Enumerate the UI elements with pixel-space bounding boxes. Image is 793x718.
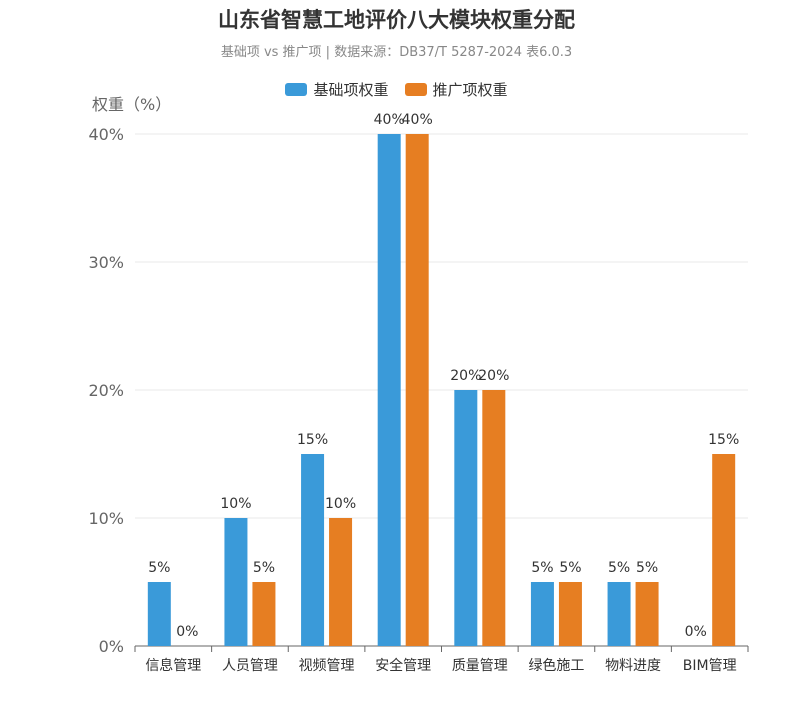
legend-item-promo[interactable]: 推广项权重 [404,79,508,100]
bar-basic [454,390,478,646]
bar-promo [405,134,429,646]
legend-label-basic: 基础项权重 [313,81,389,99]
data-label: 0% [176,624,198,640]
y-axis-label: 权重（%） [92,95,172,114]
bar-basic [147,582,171,646]
x-tick-label: BIM管理 [683,658,737,674]
legend-item-basic[interactable]: 基础项权重 [285,79,389,100]
bar-promo [635,582,659,646]
y-tick-label: 40% [88,125,124,144]
data-label: 0% [685,624,707,640]
bar-basic [607,582,631,646]
bar-basic [530,582,554,646]
bar-promo [329,518,353,646]
legend-swatch-promo [404,83,427,96]
data-label: 15% [297,432,328,448]
data-label: 5% [531,560,553,576]
data-label: 10% [220,496,251,512]
data-label: 10% [325,496,356,512]
data-label: 20% [450,368,481,384]
x-tick-label: 人员管理 [222,658,278,674]
x-tick-label: 视频管理 [299,658,355,674]
chart-subtitle: 基础项 vs 推广项 | 数据来源：DB37/T 5287-2024 表6.0.… [220,45,573,60]
x-tick-label: 质量管理 [452,658,508,674]
data-label: 15% [708,432,739,448]
x-tick-label: 绿色施工 [528,657,584,674]
legend-swatch-basic [285,83,308,96]
bar-basic [377,134,401,646]
x-tick-label: 信息管理 [145,657,201,674]
x-tick-label: 安全管理 [375,657,431,674]
bar-basic [224,518,248,646]
y-tick-label: 30% [88,253,124,272]
y-tick-label: 20% [88,381,124,400]
legend-label-promo: 推广项权重 [432,81,508,99]
data-label: 5% [608,560,630,576]
data-label: 5% [148,560,170,576]
data-label: 40% [374,112,405,128]
chart-title: 山东省智慧工地评价八大模块权重分配 [218,8,575,32]
bar-promo [712,454,736,646]
data-label: 5% [559,560,581,576]
bar-basic [301,454,325,646]
y-tick-label: 10% [88,509,124,528]
legend: 基础项权重 推广项权重 [0,79,793,100]
data-label: 20% [478,368,509,384]
x-tick-label: 物料进度 [605,658,661,674]
y-tick-label: 0% [99,637,124,656]
bar-promo [252,582,276,646]
data-label: 5% [636,560,658,576]
data-label: 5% [253,560,275,576]
data-label: 40% [402,112,433,128]
bar-promo [482,390,506,646]
bar-promo [558,582,582,646]
